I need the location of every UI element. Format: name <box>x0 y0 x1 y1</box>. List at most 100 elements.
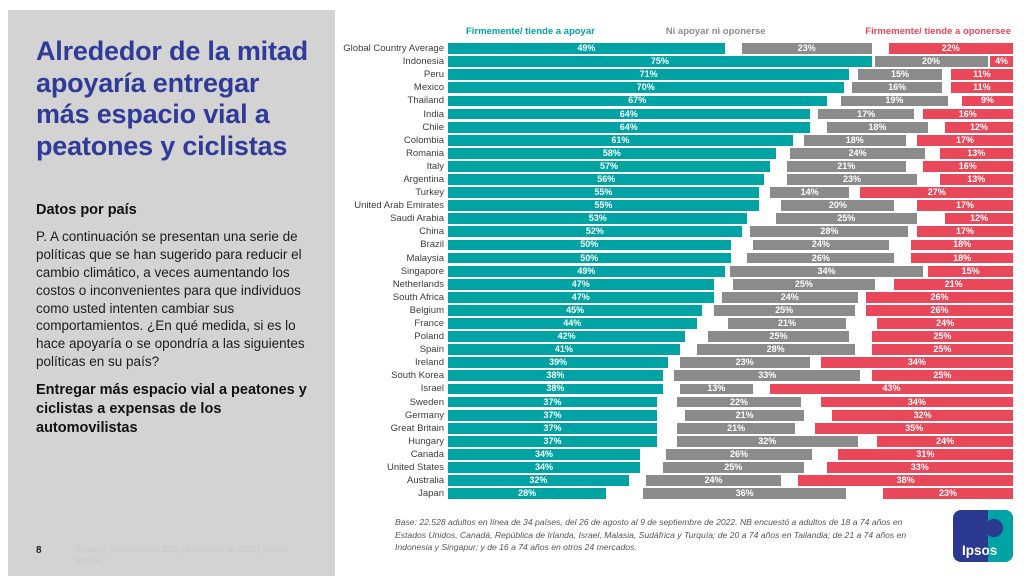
oppose-segment: 16% <box>922 108 1013 120</box>
country-label: Colombia <box>403 134 444 146</box>
neutral-segment: 28% <box>696 344 855 356</box>
page-number: 8 <box>36 545 42 557</box>
legend-oppose-label: Firmemente/ tiende a oponersee <box>865 26 1011 37</box>
country-label: South Africa <box>392 291 444 303</box>
chart-row: Singapore 49% 34% 15% <box>335 265 1013 278</box>
support-segment: 53% <box>448 213 748 225</box>
bar-track: 42% 25% 25% <box>448 331 1013 342</box>
logo-wordmark: Ipsos <box>962 543 998 559</box>
chart-row: Poland 42% 25% 25% <box>335 330 1013 343</box>
support-segment: 34% <box>448 462 641 473</box>
bar-track: 55% 20% 17% <box>448 200 1013 212</box>
note-row: Base: 22.528 adultos en línea de 34 país… <box>395 510 1013 563</box>
bar-track: 58% 24% 13% <box>448 147 1013 159</box>
chart-row: Indonesia 75% 20% 4% <box>335 55 1013 68</box>
oppose-segment: 26% <box>866 291 1013 303</box>
oppose-segment: 12% <box>945 213 1013 225</box>
slide-title: Alrededor de la mitad apoyaría entregar … <box>36 36 308 161</box>
left-panel: Alrededor de la mitad apoyaría entregar … <box>8 10 335 576</box>
bar-track: 49% 23% 22% <box>448 43 1013 54</box>
bar-track: 37% 22% 34% <box>448 396 1013 408</box>
neutral-segment: 17% <box>818 108 915 120</box>
country-label: Netherlands <box>392 278 444 290</box>
bar-track: 41% 28% 25% <box>448 344 1013 356</box>
legend-support-label: Firmemente/ tiende a apoyar <box>466 26 595 37</box>
oppose-segment: 12% <box>945 121 1013 133</box>
oppose-segment: 34% <box>820 357 1013 369</box>
country-label: Global Country Average <box>343 43 444 55</box>
oppose-segment: 25% <box>871 370 1013 382</box>
support-segment: 49% <box>448 43 725 54</box>
chart-row: Colombia 61% 18% 17% <box>335 134 1013 147</box>
bar-track: 50% 26% 18% <box>448 252 1013 264</box>
bar-track: 49% 34% 15% <box>448 265 1013 277</box>
support-segment: 71% <box>448 69 850 81</box>
chart-row: Australia 32% 24% 38% <box>335 474 1013 487</box>
bar-track: 34% 25% 33% <box>448 462 1013 473</box>
neutral-segment: 23% <box>741 43 872 54</box>
support-segment: 37% <box>448 435 658 447</box>
country-label: Ireland <box>414 357 444 369</box>
bar-track: 37% 21% 32% <box>448 409 1013 421</box>
chart-row: United States 34% 25% 33% <box>335 461 1013 474</box>
support-segment: 61% <box>448 134 793 146</box>
oppose-segment: 26% <box>866 305 1013 316</box>
bar-track: 71% 15% 11% <box>448 69 1013 81</box>
neutral-segment: 15% <box>857 69 943 81</box>
oppose-segment: 9% <box>962 95 1013 107</box>
chart-row: Great Britain 37% 21% 35% <box>335 422 1013 435</box>
neutral-segment: 25% <box>713 305 855 316</box>
oppose-segment: 13% <box>939 147 1013 159</box>
neutral-segment: 33% <box>673 370 861 382</box>
chart-row: Thailand 67% 19% 9% <box>335 94 1013 107</box>
support-segment: 37% <box>448 422 658 434</box>
bar-track: 50% 24% 18% <box>448 239 1013 251</box>
support-segment: 55% <box>448 200 759 212</box>
chart-row: Chile 64% 18% 12% <box>335 121 1013 134</box>
neutral-segment: 21% <box>676 422 796 434</box>
chart-row: Israel 38% 13% 43% <box>335 382 1013 395</box>
bar-track: 28% 36% 23% <box>448 488 1013 500</box>
country-label: Argentina <box>403 173 444 185</box>
neutral-segment: 13% <box>679 383 754 395</box>
country-label: Spain <box>419 344 444 356</box>
neutral-segment: 24% <box>789 147 926 159</box>
support-segment: 37% <box>448 409 658 421</box>
oppose-segment: 32% <box>832 409 1013 421</box>
bar-track: 61% 18% 17% <box>448 134 1013 146</box>
oppose-segment: 43% <box>770 383 1013 395</box>
chart-row: Global Country Average 49% 23% 22% <box>335 42 1013 55</box>
oppose-segment: 17% <box>916 200 1013 212</box>
country-label: Chile <box>422 121 444 133</box>
support-segment: 57% <box>448 160 771 172</box>
chart-row: Belgium 45% 25% 26% <box>335 304 1013 317</box>
chart-row: Germany 37% 21% 32% <box>335 409 1013 422</box>
support-segment: 64% <box>448 121 810 133</box>
bar-track: 52% 28% 17% <box>448 226 1013 238</box>
neutral-segment: 36% <box>642 488 847 500</box>
oppose-segment: 13% <box>939 174 1013 185</box>
chart-row: Romania 58% 24% 13% <box>335 147 1013 160</box>
chart-row: Netherlands 47% 25% 21% <box>335 278 1013 291</box>
neutral-segment: 24% <box>753 239 889 251</box>
country-label: France <box>414 318 444 330</box>
support-segment: 47% <box>448 278 714 290</box>
oppose-segment: 24% <box>877 318 1013 329</box>
oppose-segment: 11% <box>950 82 1013 94</box>
country-label: Peru <box>423 69 444 81</box>
chart-row: Mexico 70% 16% 11% <box>335 81 1013 94</box>
bar-track: 56% 23% 13% <box>448 174 1013 185</box>
country-label: Canada <box>410 448 444 460</box>
country-label: India <box>423 108 444 120</box>
support-segment: 64% <box>448 108 810 120</box>
bar-track: 39% 23% 34% <box>448 357 1013 369</box>
country-label: Turkey <box>415 187 444 199</box>
support-segment: 47% <box>448 291 714 303</box>
bar-track: 67% 19% 9% <box>448 95 1013 107</box>
neutral-segment: 16% <box>851 82 943 94</box>
neutral-segment: 22% <box>676 396 802 408</box>
neutral-segment: 24% <box>722 291 858 303</box>
oppose-segment: 15% <box>928 265 1013 277</box>
country-label: Hungary <box>408 435 444 447</box>
oppose-segment: 35% <box>815 422 1013 434</box>
